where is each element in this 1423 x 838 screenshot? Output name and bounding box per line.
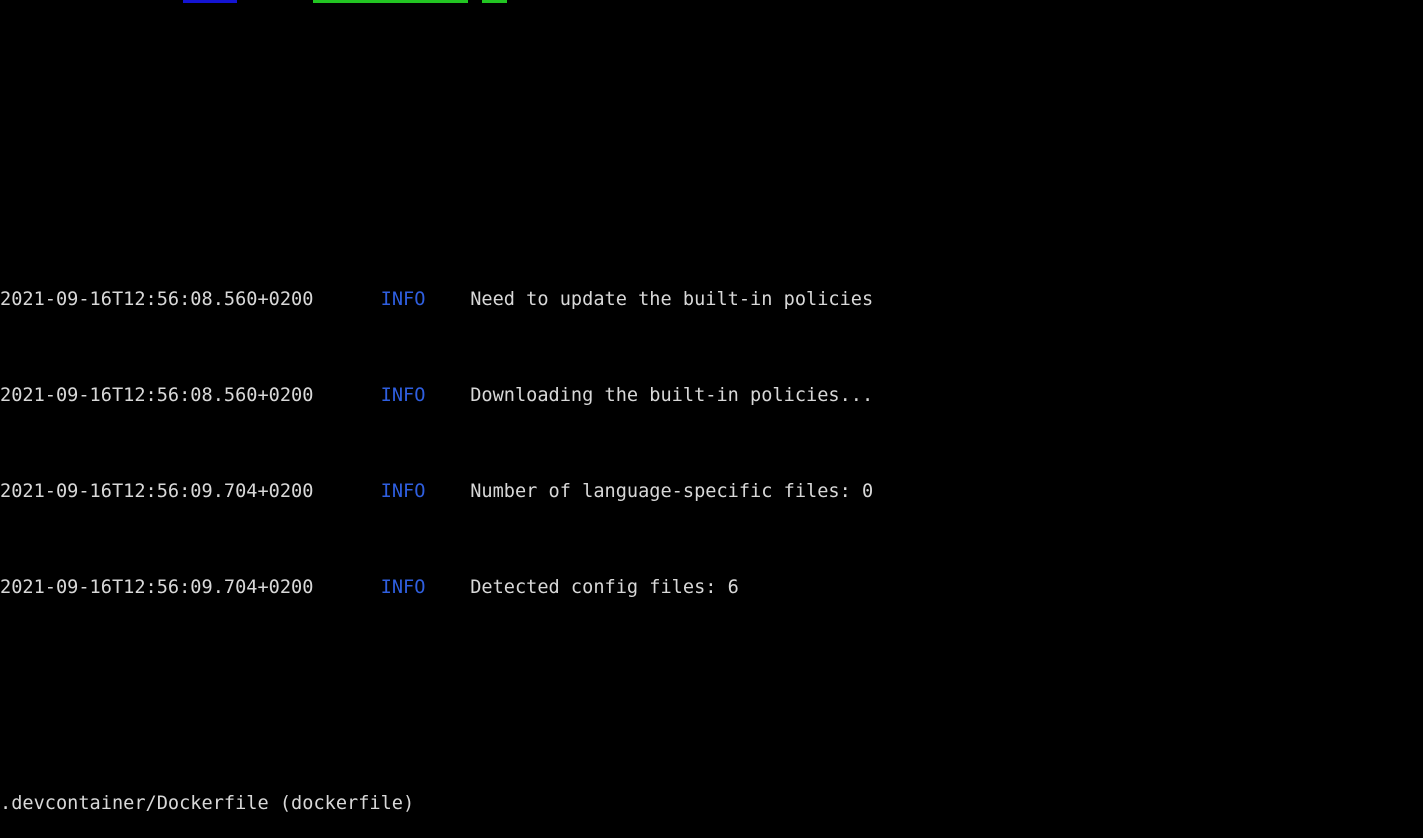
log-timestamp: 2021-09-16T12:56:09.704+0200 (0, 481, 314, 502)
log-timestamp: 2021-09-16T12:56:08.560+0200 (0, 385, 314, 406)
prev-line-green-fragment-2 (482, 0, 507, 3)
log-level: INFO (380, 289, 426, 310)
log-line: 2021-09-16T12:56:08.560+0200 INFO Need t… (0, 288, 1423, 312)
spacer-line (0, 672, 1423, 696)
log-message: Downloading the built-in policies... (470, 385, 874, 406)
log-line: 2021-09-16T12:56:09.704+0200 INFO Number… (0, 480, 1423, 504)
log-message: Need to update the built-in policies (470, 289, 874, 310)
report-target-heading: .devcontainer/Dockerfile (dockerfile) (0, 793, 415, 814)
log-line: 2021-09-16T12:56:09.704+0200 INFO Detect… (0, 576, 1423, 600)
log-timestamp: 2021-09-16T12:56:09.704+0200 (0, 577, 314, 598)
log-line: 2021-09-16T12:56:08.560+0200 INFO Downlo… (0, 384, 1423, 408)
shell-prompt-line[interactable]: ~/devtrivy fs --security-checks vuln,con… (0, 168, 1423, 192)
log-message: Number of language-specific files: 0 (470, 481, 874, 502)
prev-line-green-fragment (313, 0, 468, 3)
prev-line-blue-fragment (183, 0, 237, 3)
log-timestamp: 2021-09-16T12:56:08.560+0200 (0, 289, 314, 310)
log-level: INFO (380, 577, 426, 598)
log-level: INFO (380, 385, 426, 406)
log-level: INFO (380, 481, 426, 502)
log-message: Detected config files: 6 (470, 577, 739, 598)
scrolled-off-line-sliver (0, 0, 1423, 4)
